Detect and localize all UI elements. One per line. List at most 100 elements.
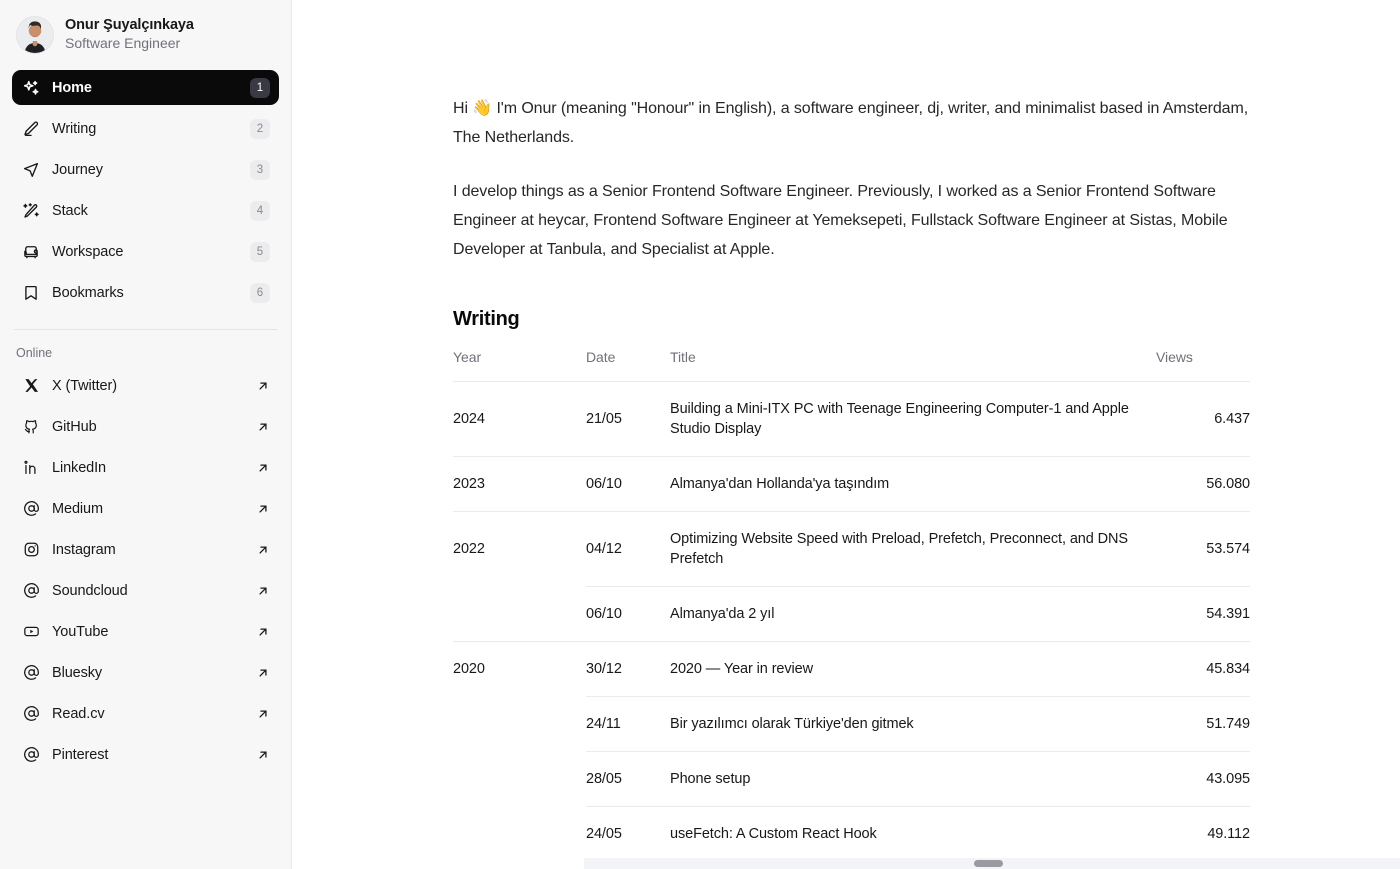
row-views: 53.574 [1156, 511, 1250, 587]
row-title[interactable]: Almanya'dan Hollanda'ya taşındım [670, 456, 1156, 512]
table-row[interactable]: 24/11 Bir yazılımcı olarak Türkiye'den g… [453, 696, 1250, 752]
at-sign-icon [22, 500, 40, 518]
sidebar-link-label: Instagram [52, 541, 116, 558]
sidebar-link-x-twitter[interactable]: X (Twitter) [12, 368, 279, 403]
intro-p1-before: Hi [453, 100, 473, 117]
sidebar-item-badge: 6 [250, 282, 270, 303]
row-title[interactable]: Building a Mini-ITX PC with Teenage Engi… [670, 401, 1129, 437]
row-title[interactable]: 2020 — Year in review [670, 641, 1156, 697]
external-link-icon [256, 584, 270, 598]
sidebar-item-label: Bookmarks [52, 284, 124, 301]
sidebar-link-readcv[interactable]: Read.cv [12, 696, 279, 731]
sidebar: Onur Şuyalçınkaya Software Engineer Home… [0, 0, 292, 869]
at-sign-icon [22, 705, 40, 723]
sidebar-link-instagram[interactable]: Instagram [12, 532, 279, 567]
sidebar-item-home[interactable]: Home 1 [12, 70, 279, 105]
external-link-icon [256, 379, 270, 393]
row-date: 24/05 [586, 806, 670, 861]
row-views: 54.391 [1156, 586, 1250, 642]
sidebar-link-label: Soundcloud [52, 582, 128, 599]
row-date: 30/12 [586, 641, 670, 697]
main-content: Hi 👋 I'm Onur (meaning "Honour" in Engli… [292, 0, 1400, 869]
table-row[interactable]: 2022 04/12 Optimizing Website Speed with… [453, 511, 1250, 587]
profile-header[interactable]: Onur Şuyalçınkaya Software Engineer [12, 0, 279, 70]
column-header-date: Date [586, 349, 670, 382]
row-views: 43.095 [1156, 751, 1250, 807]
sidebar-link-label: Pinterest [52, 746, 109, 763]
sidebar-link-linkedin[interactable]: LinkedIn [12, 450, 279, 485]
sidebar-item-badge: 4 [250, 200, 270, 221]
sidebar-link-bluesky[interactable]: Bluesky [12, 655, 279, 690]
table-row[interactable]: 2020 30/12 2020 — Year in review 45.834 [453, 641, 1250, 697]
sidebar-link-label: YouTube [52, 623, 109, 640]
row-year [453, 807, 586, 862]
intro-p1-after: I'm Onur (meaning "Honour" in English), … [453, 100, 1249, 146]
table-row[interactable]: 24/05 useFetch: A Custom React Hook 49.1… [453, 806, 1250, 862]
sidebar-link-youtube[interactable]: YouTube [12, 614, 279, 649]
row-year [453, 752, 586, 807]
sidebar-item-badge: 2 [250, 118, 270, 139]
row-views: 45.834 [1156, 641, 1250, 697]
sidebar-link-label: Bluesky [52, 664, 103, 681]
sidebar-link-label: LinkedIn [52, 459, 107, 476]
online-section-label: Online [16, 346, 53, 360]
table-row[interactable]: 28/05 Phone setup 43.095 [453, 751, 1250, 807]
armchair-icon [22, 243, 40, 261]
sidebar-item-badge: 5 [250, 241, 270, 262]
row-views: 6.437 [1214, 411, 1250, 427]
table-header-row: Year Date Title Views [453, 349, 1250, 382]
row-title[interactable]: Bir yazılımcı olarak Türkiye'den gitmek [670, 696, 1156, 752]
row-title[interactable]: Almanya'da 2 yıl [670, 586, 1156, 642]
external-link-icon [256, 461, 270, 475]
profile-text: Onur Şuyalçınkaya Software Engineer [65, 16, 194, 53]
navigation-icon [22, 161, 40, 179]
external-link-icon [256, 707, 270, 721]
row-title[interactable]: Phone setup [670, 751, 1156, 807]
row-views: 49.112 [1156, 806, 1250, 861]
sidebar-item-bookmarks[interactable]: Bookmarks 6 [12, 275, 279, 310]
horizontal-scrollbar[interactable] [584, 858, 1400, 869]
table-row[interactable]: 2023 06/10 Almanya'dan Hollanda'ya taşın… [453, 456, 1250, 512]
row-views: 56.080 [1156, 456, 1250, 512]
sidebar-item-label: Stack [52, 202, 88, 219]
external-link-icon [256, 543, 270, 557]
sidebar-link-soundcloud[interactable]: Soundcloud [12, 573, 279, 608]
external-link-icon [256, 420, 270, 434]
column-header-views: Views [1156, 349, 1250, 382]
github-icon [22, 418, 40, 436]
sidebar-link-github[interactable]: GitHub [12, 409, 279, 444]
row-title[interactable]: useFetch: A Custom React Hook [670, 806, 1156, 861]
linkedin-icon [22, 459, 40, 477]
x-twitter-icon [22, 377, 40, 395]
bookmark-icon [22, 284, 40, 302]
scrollbar-thumb[interactable] [974, 860, 1003, 867]
intro-paragraph-1: Hi 👋 I'm Onur (meaning "Honour" in Engli… [453, 94, 1250, 152]
sidebar-item-stack[interactable]: Stack 4 [12, 193, 279, 228]
sidebar-item-writing[interactable]: Writing 2 [12, 111, 279, 146]
pencil-icon [22, 120, 40, 138]
table-row[interactable]: 2024 21/05 Building a Mini-ITX PC with T… [453, 382, 1250, 457]
online-links: X (Twitter) GitHub [12, 368, 279, 772]
waving-hand-icon: 👋 [472, 100, 493, 117]
writing-table: Year Date Title Views 2024 21/05 Buildin… [453, 349, 1250, 861]
row-year: 2023 [453, 456, 586, 512]
external-link-icon [256, 502, 270, 516]
row-year: 2024 [453, 411, 485, 427]
sparkles-icon [22, 79, 40, 97]
sidebar-link-pinterest[interactable]: Pinterest [12, 737, 279, 772]
row-year [453, 587, 586, 642]
row-date: 06/10 [586, 456, 670, 512]
youtube-icon [22, 623, 40, 641]
instagram-icon [22, 541, 40, 559]
avatar [16, 15, 54, 54]
row-date: 04/12 [586, 511, 670, 587]
table-row[interactable]: 06/10 Almanya'da 2 yıl 54.391 [453, 586, 1250, 642]
sidebar-item-workspace[interactable]: Workspace 5 [12, 234, 279, 269]
sidebar-item-journey[interactable]: Journey 3 [12, 152, 279, 187]
profile-role: Software Engineer [65, 35, 181, 52]
column-header-title: Title [670, 349, 1156, 382]
row-date: 06/10 [586, 586, 670, 642]
sidebar-link-medium[interactable]: Medium [12, 491, 279, 526]
row-title[interactable]: Optimizing Website Speed with Preload, P… [670, 511, 1156, 587]
